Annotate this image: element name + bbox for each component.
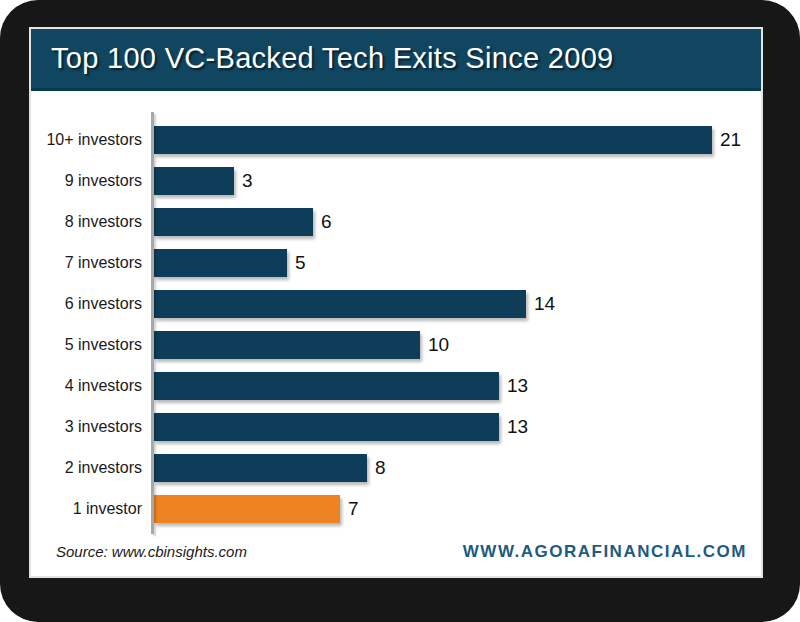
- chart-row: 2 investors 8: [31, 447, 761, 488]
- bar-track: 13: [151, 365, 761, 406]
- chart-card: Top 100 VC-Backed Tech Exits Since 2009 …: [29, 27, 763, 578]
- category-label: 3 investors: [31, 418, 151, 436]
- bar-track: 5: [151, 242, 761, 283]
- bar-highlighted: [154, 495, 340, 523]
- brand-url[interactable]: WWW.AGORAFINANCIAL.COM: [463, 542, 747, 562]
- bar-track: 7: [151, 488, 761, 529]
- bar: [154, 208, 313, 236]
- bar-track: 3: [151, 160, 761, 201]
- category-label: 2 investors: [31, 459, 151, 477]
- bar: [154, 126, 712, 154]
- bar: [154, 167, 234, 195]
- category-label: 7 investors: [31, 254, 151, 272]
- bar: [154, 413, 499, 441]
- chart-row: 10+ investors 21: [31, 119, 761, 160]
- chart-row: 3 investors 13: [31, 406, 761, 447]
- value-label: 8: [375, 457, 386, 479]
- chart-row: 8 investors 6: [31, 201, 761, 242]
- bar-track: 6: [151, 201, 761, 242]
- value-label: 6: [321, 211, 332, 233]
- chart-row: 6 investors 14: [31, 283, 761, 324]
- category-label: 1 investor: [31, 500, 151, 518]
- value-label: 10: [428, 334, 449, 356]
- chart-title: Top 100 VC-Backed Tech Exits Since 2009: [51, 42, 614, 75]
- value-label: 13: [507, 416, 528, 438]
- bar-track: 10: [151, 324, 761, 365]
- bar: [154, 331, 420, 359]
- bar: [154, 372, 499, 400]
- value-label: 13: [507, 375, 528, 397]
- value-label: 5: [295, 252, 306, 274]
- bar-track: 8: [151, 447, 761, 488]
- category-label: 10+ investors: [31, 131, 151, 149]
- bar-track: 14: [151, 283, 761, 324]
- bar: [154, 290, 526, 318]
- bar: [154, 249, 287, 277]
- source-credit: Source: www.cbinsights.com: [56, 543, 247, 560]
- bar-chart: 10+ investors 21 9 investors 3 8 investors 6 7…: [31, 91, 761, 529]
- value-label: 3: [242, 170, 253, 192]
- bar-track: 13: [151, 406, 761, 447]
- chart-row: 1 investor 7: [31, 488, 761, 529]
- category-label: 6 investors: [31, 295, 151, 313]
- bar: [154, 454, 367, 482]
- category-label: 5 investors: [31, 336, 151, 354]
- chart-row: 4 investors 13: [31, 365, 761, 406]
- chart-row: 7 investors 5: [31, 242, 761, 283]
- chart-rows: 10+ investors 21 9 investors 3 8 investors 6 7…: [31, 119, 761, 529]
- category-label: 4 investors: [31, 377, 151, 395]
- value-label: 21: [720, 129, 741, 151]
- value-label: 7: [348, 498, 359, 520]
- bar-track: 21: [151, 119, 761, 160]
- chart-row: 5 investors 10: [31, 324, 761, 365]
- value-label: 14: [534, 293, 555, 315]
- category-label: 8 investors: [31, 213, 151, 231]
- chart-footer: Source: www.cbinsights.com WWW.AGORAFINA…: [31, 529, 761, 580]
- chart-row: 9 investors 3: [31, 160, 761, 201]
- chart-header: Top 100 VC-Backed Tech Exits Since 2009: [31, 29, 761, 91]
- category-label: 9 investors: [31, 172, 151, 190]
